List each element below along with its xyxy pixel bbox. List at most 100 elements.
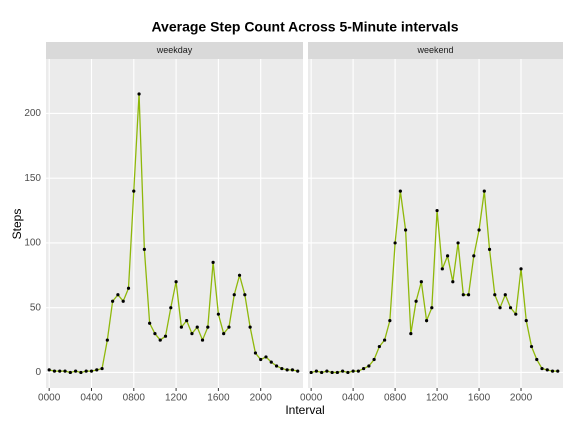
data-point <box>89 369 94 373</box>
x-axis-label: Interval <box>285 403 324 417</box>
data-point <box>58 369 62 373</box>
data-point <box>237 273 242 277</box>
data-point <box>451 280 455 284</box>
data-point <box>206 325 210 329</box>
data-point <box>472 254 476 258</box>
y-tick-label: 0 <box>35 367 41 378</box>
data-point <box>341 369 345 373</box>
panel <box>46 59 303 388</box>
data-point <box>314 369 318 373</box>
data-point <box>79 370 83 375</box>
x-tick-label: 1200 <box>165 393 188 404</box>
y-tick-label: 100 <box>24 238 41 249</box>
data-point <box>105 338 109 342</box>
data-point <box>430 306 434 310</box>
x-tick-label: 0000 <box>38 393 61 404</box>
data-point <box>508 306 513 310</box>
data-point <box>63 369 67 373</box>
data-point <box>330 370 334 375</box>
data-point <box>372 357 376 362</box>
data-point <box>445 254 450 258</box>
data-point <box>524 319 528 323</box>
data-point <box>482 189 486 193</box>
data-point <box>111 299 115 303</box>
data-point <box>232 293 236 297</box>
data-point <box>440 267 444 271</box>
x-tick-label: 0400 <box>342 393 365 404</box>
data-point <box>100 366 104 371</box>
data-point <box>346 370 350 375</box>
x-tick-label: 0400 <box>80 393 103 404</box>
data-point <box>461 293 465 297</box>
data-point <box>190 331 194 336</box>
data-point <box>383 338 387 342</box>
data-point <box>121 299 125 303</box>
data-point <box>414 299 418 303</box>
strip-label: weekday <box>156 45 193 55</box>
data-point <box>424 319 429 323</box>
data-point <box>227 325 231 329</box>
chart-title: Average Step Count Across 5-Minute inter… <box>151 19 458 35</box>
data-point <box>264 355 268 359</box>
data-point <box>243 293 247 297</box>
data-point <box>351 369 355 373</box>
data-point <box>185 319 189 323</box>
x-tick-label: 1200 <box>426 393 449 404</box>
data-point <box>269 360 273 364</box>
data-point <box>388 319 392 323</box>
x-tick-label: 1600 <box>207 393 230 404</box>
y-tick-label: 50 <box>30 302 42 313</box>
data-point <box>211 260 215 264</box>
data-point <box>222 331 226 336</box>
data-point <box>280 366 284 371</box>
data-point <box>519 267 523 271</box>
data-point <box>68 370 72 375</box>
panel <box>308 59 563 388</box>
data-point <box>116 293 120 297</box>
data-point <box>540 366 544 371</box>
data-point <box>556 369 560 373</box>
y-tick-label: 150 <box>24 173 41 184</box>
data-point <box>456 241 460 245</box>
data-point <box>503 293 507 297</box>
data-point <box>403 228 408 232</box>
data-point <box>477 228 481 232</box>
data-point <box>95 368 99 372</box>
x-tick-label: 0800 <box>123 393 146 404</box>
data-point <box>174 280 178 284</box>
data-point <box>132 189 136 193</box>
data-point <box>253 351 258 355</box>
data-point <box>309 370 313 375</box>
data-point <box>285 368 289 372</box>
data-point <box>466 293 471 297</box>
data-point <box>52 369 57 373</box>
data-point <box>137 92 141 96</box>
data-point <box>142 247 146 252</box>
y-tick-label: 200 <box>24 108 41 119</box>
data-point <box>216 312 220 316</box>
data-point <box>195 325 199 329</box>
x-tick-label: 0800 <box>384 393 407 404</box>
data-point <box>435 208 439 213</box>
data-point <box>498 306 502 310</box>
data-point <box>84 369 88 373</box>
data-point <box>74 369 78 373</box>
data-point <box>398 189 402 193</box>
strip <box>308 42 563 59</box>
data-point <box>335 370 339 375</box>
data-point <box>529 344 534 349</box>
data-point <box>158 338 162 342</box>
data-point <box>377 344 381 349</box>
strip <box>46 42 303 59</box>
data-point <box>362 366 366 371</box>
data-point <box>487 247 492 252</box>
data-point <box>550 369 555 373</box>
data-point <box>153 331 157 336</box>
y-axis-label: Steps <box>10 209 24 240</box>
data-point <box>47 368 51 372</box>
x-tick-label: 2000 <box>510 393 533 404</box>
data-point <box>248 325 252 329</box>
x-tick-label: 0000 <box>300 393 323 404</box>
data-point <box>535 357 539 362</box>
